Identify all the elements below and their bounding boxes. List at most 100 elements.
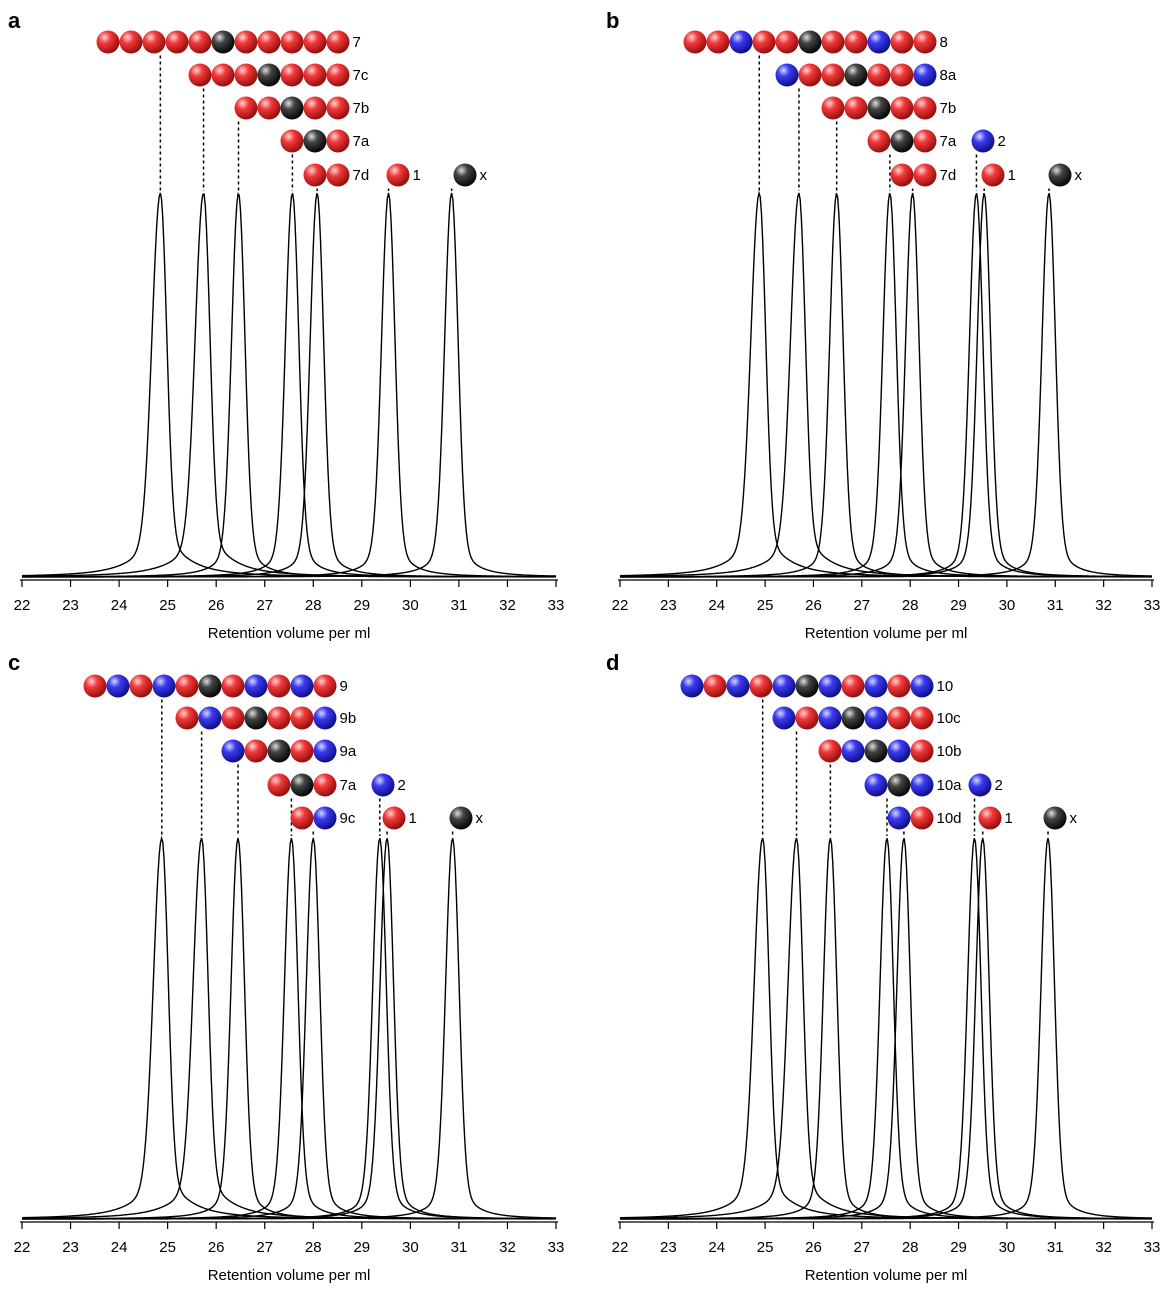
peak-label: 2: [998, 133, 1006, 150]
sphere: [313, 739, 337, 763]
sphere: [221, 674, 245, 698]
x-tick-label: 27: [853, 1239, 870, 1256]
peak-label: 10d: [937, 810, 962, 827]
sphere: [818, 739, 842, 763]
peak-label: 7a: [340, 777, 357, 794]
sphere: [772, 674, 796, 698]
sphere: [326, 96, 350, 120]
sphere: [313, 806, 337, 830]
sphere: [234, 63, 258, 87]
sphere: [280, 30, 304, 54]
x-tick-label: 28: [305, 597, 322, 614]
sphere: [844, 63, 868, 87]
x-tick-label: 30: [999, 597, 1016, 614]
peak-label: 8: [940, 34, 948, 51]
sphere: [198, 706, 222, 730]
sphere: [83, 674, 107, 698]
sphere: [244, 706, 268, 730]
sphere: [244, 739, 268, 763]
sphere: [142, 30, 166, 54]
sphere: [119, 30, 143, 54]
sphere: [867, 63, 891, 87]
x-tick-label: 23: [62, 597, 79, 614]
sphere: [887, 706, 911, 730]
sphere: [821, 63, 845, 87]
sphere: [841, 674, 865, 698]
x-tick-label: 28: [902, 1239, 919, 1256]
sphere: [981, 163, 1005, 187]
sphere: [386, 163, 410, 187]
sphere: [234, 96, 258, 120]
x-tick-label: 25: [757, 1239, 774, 1256]
peak-label: 7b: [940, 100, 957, 117]
peak-trace: [22, 838, 557, 1220]
x-tick-label: 25: [159, 1239, 176, 1256]
x-tick-label: 33: [548, 597, 565, 614]
sphere: [106, 674, 130, 698]
sphere: [729, 30, 753, 54]
peak-label: 10: [937, 678, 954, 695]
peak-label: 9: [340, 678, 348, 695]
sphere: [1048, 163, 1072, 187]
x-tick-label: 33: [1144, 597, 1161, 614]
sphere: [913, 96, 937, 120]
peak-trace: [22, 838, 557, 1220]
panel: d 22 23 24 25 26 27 28 29 30 31 32 33 Retention volum…: [606, 650, 1160, 1284]
sphere: [867, 129, 891, 153]
sphere: [971, 129, 995, 153]
peak-label: 10a: [937, 777, 963, 794]
x-tick-label: 24: [111, 597, 128, 614]
x-tick-label: 23: [660, 1239, 677, 1256]
sphere: [841, 739, 865, 763]
sphere: [290, 674, 314, 698]
sphere: [818, 706, 842, 730]
panel-letter: a: [8, 8, 21, 33]
sphere: [795, 706, 819, 730]
sphere: [913, 129, 937, 153]
x-tick-label: 24: [111, 1239, 128, 1256]
sphere: [887, 773, 911, 797]
x-tick-label: 26: [208, 1239, 225, 1256]
sphere: [267, 739, 291, 763]
x-tick-label: 29: [353, 1239, 370, 1256]
sphere: [913, 30, 937, 54]
peak-label: 2: [398, 777, 406, 794]
sphere: [129, 674, 153, 698]
peak-trace: [620, 837, 1152, 1220]
sphere: [453, 163, 477, 187]
sphere: [864, 773, 888, 797]
peak-trace: [620, 837, 1153, 1220]
sphere: [371, 773, 395, 797]
sphere: [887, 806, 911, 830]
sphere: [775, 63, 799, 87]
peak-label: x: [1075, 167, 1083, 184]
sphere: [841, 706, 865, 730]
sphere: [683, 30, 707, 54]
peak-label: 9a: [340, 743, 357, 760]
x-tick-label: 27: [256, 597, 273, 614]
peak-trace: [22, 838, 557, 1220]
sphere: [867, 30, 891, 54]
sphere: [968, 773, 992, 797]
peak-label: 7d: [940, 167, 957, 184]
x-axis-label: Retention volume per ml: [208, 625, 371, 642]
sphere: [821, 30, 845, 54]
sphere: [303, 129, 327, 153]
sphere: [244, 674, 268, 698]
peak-trace: [22, 192, 557, 578]
sphere: [890, 63, 914, 87]
sphere: [234, 30, 258, 54]
x-tick-label: 29: [353, 597, 370, 614]
peak-label: 7c: [353, 67, 369, 84]
sphere: [706, 30, 730, 54]
x-tick-label: 33: [1144, 1239, 1161, 1256]
panel-letter: d: [606, 650, 619, 675]
x-tick-label: 25: [159, 597, 176, 614]
sphere: [267, 674, 291, 698]
peak-label: x: [480, 167, 488, 184]
peak-trace: [21, 837, 556, 1220]
x-tick-label: 32: [499, 597, 516, 614]
sphere: [910, 773, 934, 797]
